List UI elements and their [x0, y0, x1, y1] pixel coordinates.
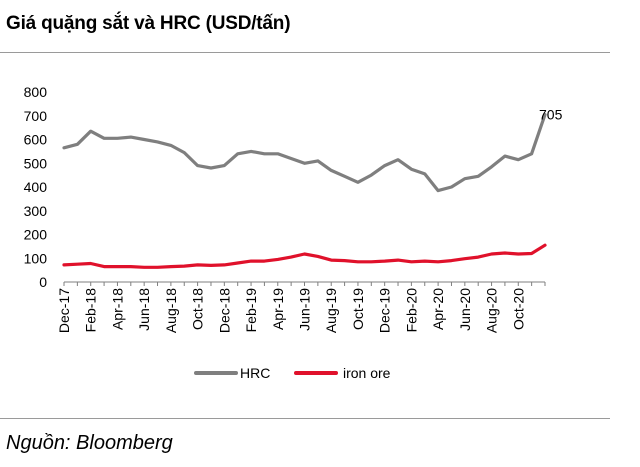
x-tick-label: Apr-19	[270, 288, 286, 330]
x-tick-label: Feb-20	[403, 288, 419, 333]
x-tick-label: Feb-19	[243, 288, 259, 333]
x-tick-label: Jun-18	[136, 288, 152, 331]
x-tick-label: Aug-18	[163, 288, 179, 333]
x-tick-label: Dec-17	[56, 288, 72, 333]
series-line-iron-ore	[62, 243, 547, 269]
x-tick-label: Jun-19	[297, 288, 313, 331]
x-tick-label: Apr-20	[430, 288, 446, 330]
x-tick-label: Jun-20	[457, 288, 473, 331]
y-tick-label: 800	[24, 84, 48, 100]
y-tick-label: 300	[24, 203, 48, 219]
legend: HRC iron ore	[194, 365, 391, 381]
y-tick-label: 200	[24, 227, 48, 243]
y-tick-label: 600	[24, 132, 48, 148]
y-axis: 0 100 200 300 400 500 600 700 800	[24, 84, 48, 290]
annotation-layer: 705	[539, 107, 563, 123]
x-tick-label: Dec-19	[377, 288, 393, 333]
y-tick-label: 100	[24, 250, 48, 266]
y-tick-label: 500	[24, 155, 48, 171]
x-tick-label: Oct-20	[510, 288, 526, 330]
y-tick-label: 700	[24, 108, 48, 124]
x-tick-label: Aug-19	[323, 288, 339, 333]
series-line-hrc	[62, 112, 547, 193]
x-tick-label: Aug-20	[484, 288, 500, 333]
x-tick-label: Dec-18	[216, 288, 232, 333]
legend-label-hrc: HRC	[240, 365, 270, 381]
legend-label-iron-ore: iron ore	[343, 365, 391, 381]
x-tick-label: Feb-18	[83, 288, 99, 333]
data-label-last-value: 705	[539, 107, 563, 123]
x-tick-label: Apr-18	[109, 288, 125, 330]
chart-title: Giá quặng sắt và HRC (USD/tấn)	[6, 13, 291, 34]
y-tick-label: 400	[24, 179, 48, 195]
bottom-divider	[0, 418, 610, 419]
top-divider	[0, 52, 610, 53]
y-tick-label: 0	[39, 274, 47, 290]
series-layer	[62, 112, 547, 269]
source-note: Nguồn: Bloomberg	[6, 432, 173, 454]
x-axis: Dec-17 Feb-18 Apr-18 Jun-18 Aug-18 Oct-18 Dec-…	[56, 281, 546, 333]
x-tick-label: Oct-18	[190, 288, 206, 330]
x-tick-label: Oct-19	[350, 288, 366, 330]
